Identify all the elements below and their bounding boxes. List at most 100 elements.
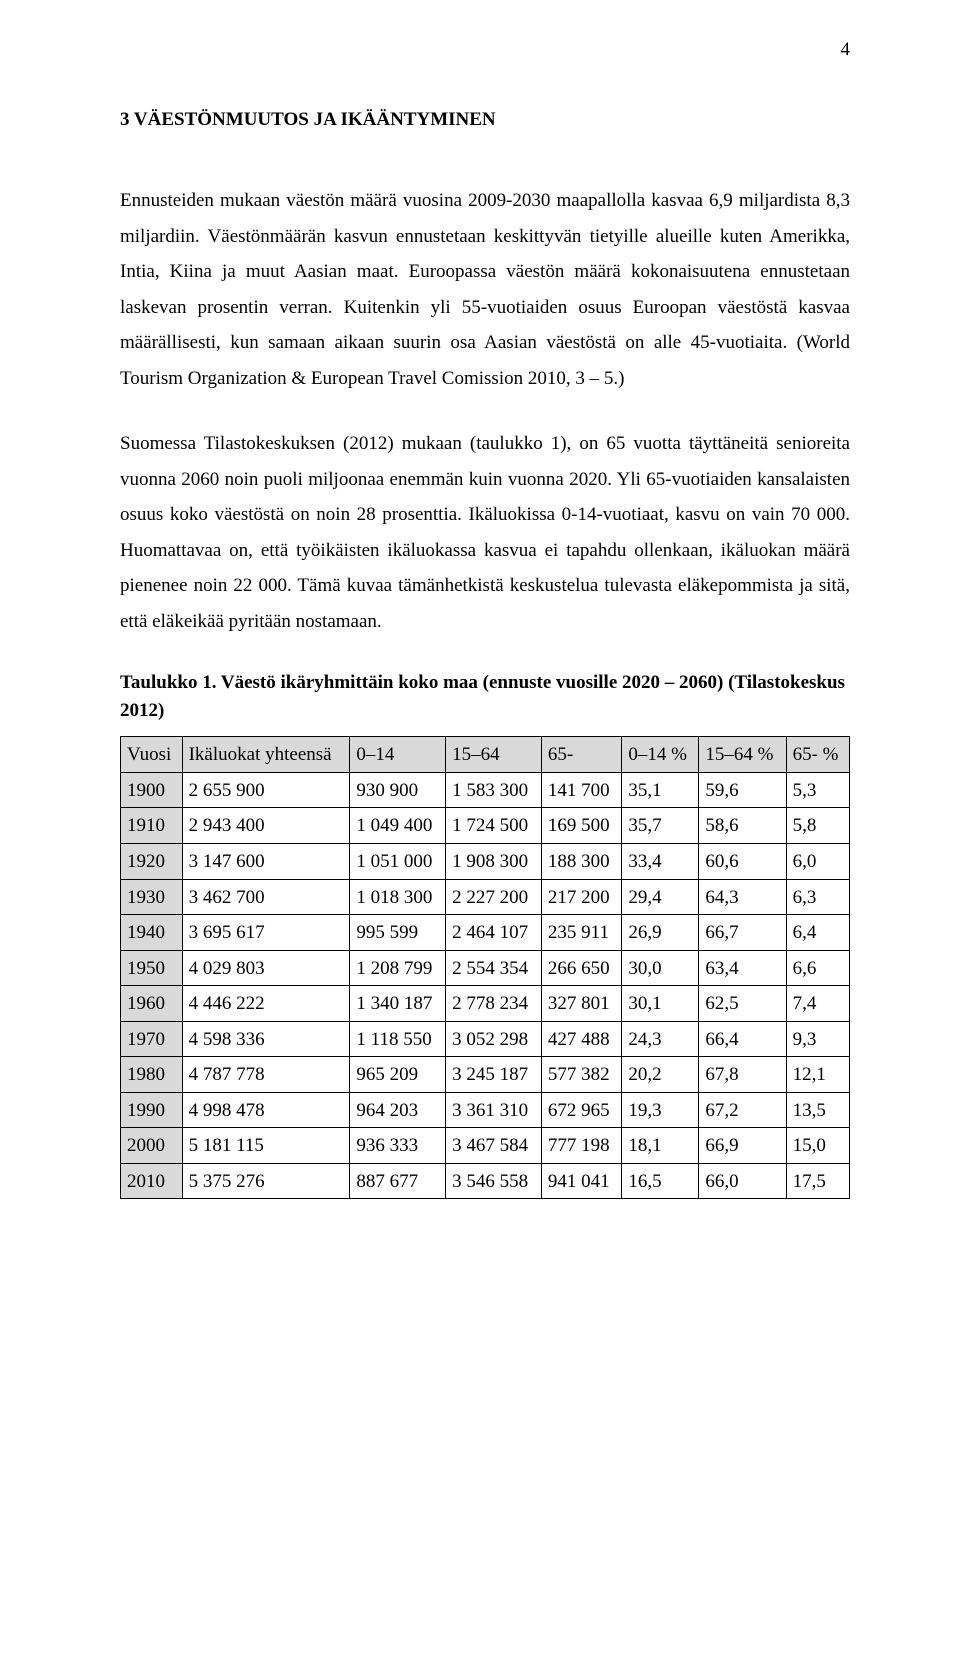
table-cell: 24,3 [622,1021,699,1057]
table-cell: 63,4 [699,950,786,986]
table-cell: 235 911 [541,915,621,951]
table-cell: 3 695 617 [182,915,350,951]
col-65: 65- [541,737,621,773]
table-cell: 2 943 400 [182,808,350,844]
page-number: 4 [120,32,850,68]
paragraph-2: Suomessa Tilastokeskuksen (2012) mukaan … [120,426,850,639]
table-cell: 3 467 584 [446,1128,542,1164]
table-cell: 3 245 187 [446,1057,542,1093]
table-cell: 2 464 107 [446,915,542,951]
table-cell: 2000 [121,1128,183,1164]
table-cell: 4 998 478 [182,1092,350,1128]
table-cell: 1 051 000 [350,843,446,879]
table-cell: 672 965 [541,1092,621,1128]
table-cell: 6,4 [786,915,849,951]
table-cell: 964 203 [350,1092,446,1128]
table-cell: 1 583 300 [446,772,542,808]
section-heading: 3 VÄESTÖNMUUTOS JA IKÄÄNTYMINEN [120,102,850,138]
table-cell: 5,3 [786,772,849,808]
table-cell: 16,5 [622,1163,699,1199]
table-cell: 2 554 354 [446,950,542,986]
table-row: 20005 181 115936 3333 467 584777 19818,1… [121,1128,850,1164]
table-cell: 887 677 [350,1163,446,1199]
table-cell: 3 361 310 [446,1092,542,1128]
table-cell: 35,1 [622,772,699,808]
table-cell: 4 787 778 [182,1057,350,1093]
table-cell: 6,3 [786,879,849,915]
table-cell: 3 147 600 [182,843,350,879]
table-cell: 3 546 558 [446,1163,542,1199]
table-cell: 1990 [121,1092,183,1128]
col-yhteensa: Ikäluokat yhteensä [182,737,350,773]
col-0-14-pct: 0–14 % [622,737,699,773]
table-cell: 64,3 [699,879,786,915]
table-cell: 5 375 276 [182,1163,350,1199]
table-row: 19604 446 2221 340 1872 778 234327 80130… [121,986,850,1022]
table-cell: 1 340 187 [350,986,446,1022]
table-cell: 141 700 [541,772,621,808]
paragraph-1: Ennusteiden mukaan väestön määrä vuosina… [120,183,850,396]
table-cell: 936 333 [350,1128,446,1164]
table-cell: 30,0 [622,950,699,986]
table-cell: 5 181 115 [182,1128,350,1164]
table-cell: 1930 [121,879,183,915]
table-cell: 33,4 [622,843,699,879]
table-row: 19403 695 617995 5992 464 107235 91126,9… [121,915,850,951]
table-cell: 59,6 [699,772,786,808]
col-15-64-pct: 15–64 % [699,737,786,773]
table-row: 19704 598 3361 118 5503 052 298427 48824… [121,1021,850,1057]
table-row: 19804 787 778965 2093 245 187577 38220,2… [121,1057,850,1093]
table-cell: 9,3 [786,1021,849,1057]
table-cell: 1960 [121,986,183,1022]
table-cell: 188 300 [541,843,621,879]
table-cell: 66,4 [699,1021,786,1057]
table-cell: 13,5 [786,1092,849,1128]
table-cell: 965 209 [350,1057,446,1093]
table-cell: 2010 [121,1163,183,1199]
table-cell: 26,9 [622,915,699,951]
table-cell: 67,8 [699,1057,786,1093]
table-cell: 7,4 [786,986,849,1022]
table-cell: 6,0 [786,843,849,879]
table-row: 19002 655 900930 9001 583 300141 70035,1… [121,772,850,808]
table-cell: 4 598 336 [182,1021,350,1057]
table-header-row: Vuosi Ikäluokat yhteensä 0–14 15–64 65- … [121,737,850,773]
table-row: 19303 462 7001 018 3002 227 200217 20029… [121,879,850,915]
col-vuosi: Vuosi [121,737,183,773]
table-cell: 1970 [121,1021,183,1057]
table-cell: 1 049 400 [350,808,446,844]
table-cell: 217 200 [541,879,621,915]
table-row: 19504 029 8031 208 7992 554 354266 65030… [121,950,850,986]
table-cell: 18,1 [622,1128,699,1164]
table-cell: 12,1 [786,1057,849,1093]
table-cell: 1 018 300 [350,879,446,915]
table-cell: 3 462 700 [182,879,350,915]
table-cell: 5,8 [786,808,849,844]
table-title: Taulukko 1. Väestö ikäryhmittäin koko ma… [120,669,850,724]
table-cell: 995 599 [350,915,446,951]
table-cell: 17,5 [786,1163,849,1199]
table-cell: 35,7 [622,808,699,844]
table-cell: 66,7 [699,915,786,951]
table-cell: 4 446 222 [182,986,350,1022]
table-row: 19203 147 6001 051 0001 908 300188 30033… [121,843,850,879]
table-cell: 2 227 200 [446,879,542,915]
table-cell: 1950 [121,950,183,986]
table-cell: 1 724 500 [446,808,542,844]
table-cell: 66,0 [699,1163,786,1199]
table-cell: 327 801 [541,986,621,1022]
table-cell: 67,2 [699,1092,786,1128]
table-cell: 1940 [121,915,183,951]
table-cell: 577 382 [541,1057,621,1093]
table-cell: 1 908 300 [446,843,542,879]
population-table: Vuosi Ikäluokat yhteensä 0–14 15–64 65- … [120,736,850,1199]
col-0-14: 0–14 [350,737,446,773]
table-body: 19002 655 900930 9001 583 300141 70035,1… [121,772,850,1199]
table-cell: 60,6 [699,843,786,879]
table-cell: 1900 [121,772,183,808]
table-cell: 19,3 [622,1092,699,1128]
col-15-64: 15–64 [446,737,542,773]
table-cell: 266 650 [541,950,621,986]
table-cell: 777 198 [541,1128,621,1164]
table-cell: 169 500 [541,808,621,844]
